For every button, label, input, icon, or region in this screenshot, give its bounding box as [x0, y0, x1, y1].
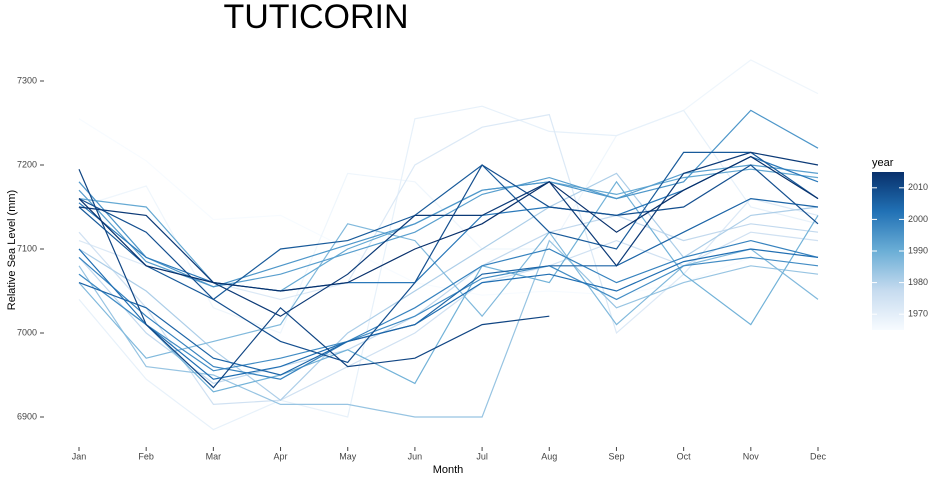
x-tick-label: Aug — [541, 451, 557, 461]
series-line — [78, 172, 819, 401]
series-line — [78, 168, 550, 389]
series-line — [78, 239, 819, 380]
y-tick-label: 6900 — [17, 411, 37, 421]
x-tick-label: Nov — [743, 451, 760, 461]
series-line — [78, 118, 819, 296]
x-tick-label: Oct — [677, 451, 692, 461]
series-line — [78, 214, 819, 385]
x-tick-label: Jul — [476, 451, 488, 461]
colorbar-tick-label: 1980 — [908, 277, 928, 287]
series-line — [78, 223, 819, 359]
x-tick-label: Apr — [274, 451, 288, 461]
x-tick-label: Sep — [608, 451, 624, 461]
series-line — [78, 168, 819, 292]
series-line — [78, 197, 819, 376]
y-tick-label: 7300 — [17, 75, 37, 85]
series-line — [78, 239, 819, 418]
x-tick-label: Dec — [810, 451, 827, 461]
colorbar-tick-label: 1970 — [908, 309, 928, 319]
x-tick-label: Jun — [408, 451, 423, 461]
x-tick-label: May — [339, 451, 357, 461]
x-tick-label: Feb — [138, 451, 154, 461]
y-tick-label: 7000 — [17, 327, 37, 337]
series-line — [78, 231, 819, 406]
colorbar-tick-label: 1990 — [908, 245, 928, 255]
y-axis-label: Relative Sea Level (mm) — [6, 190, 18, 310]
legend-title: year — [872, 157, 894, 169]
series-line — [78, 164, 819, 288]
x-axis-label: Month — [433, 464, 464, 476]
series-line — [78, 164, 819, 364]
x-tick-label: Jan — [72, 451, 87, 461]
series-line — [78, 105, 819, 431]
x-tick-label: Mar — [206, 451, 222, 461]
series-line — [78, 151, 819, 317]
series-line — [78, 151, 819, 301]
y-tick-label: 7200 — [17, 159, 37, 169]
series-line — [78, 155, 819, 292]
colorbar-tick-label: 2010 — [908, 182, 928, 192]
colorbar-tick-label: 2000 — [908, 214, 928, 224]
series-line — [78, 256, 819, 372]
chart-title: TUTICORIN — [223, 0, 408, 36]
series-line — [78, 180, 819, 393]
series-line — [78, 248, 819, 380]
y-tick-label: 7100 — [17, 243, 37, 253]
colorbar — [872, 172, 904, 330]
